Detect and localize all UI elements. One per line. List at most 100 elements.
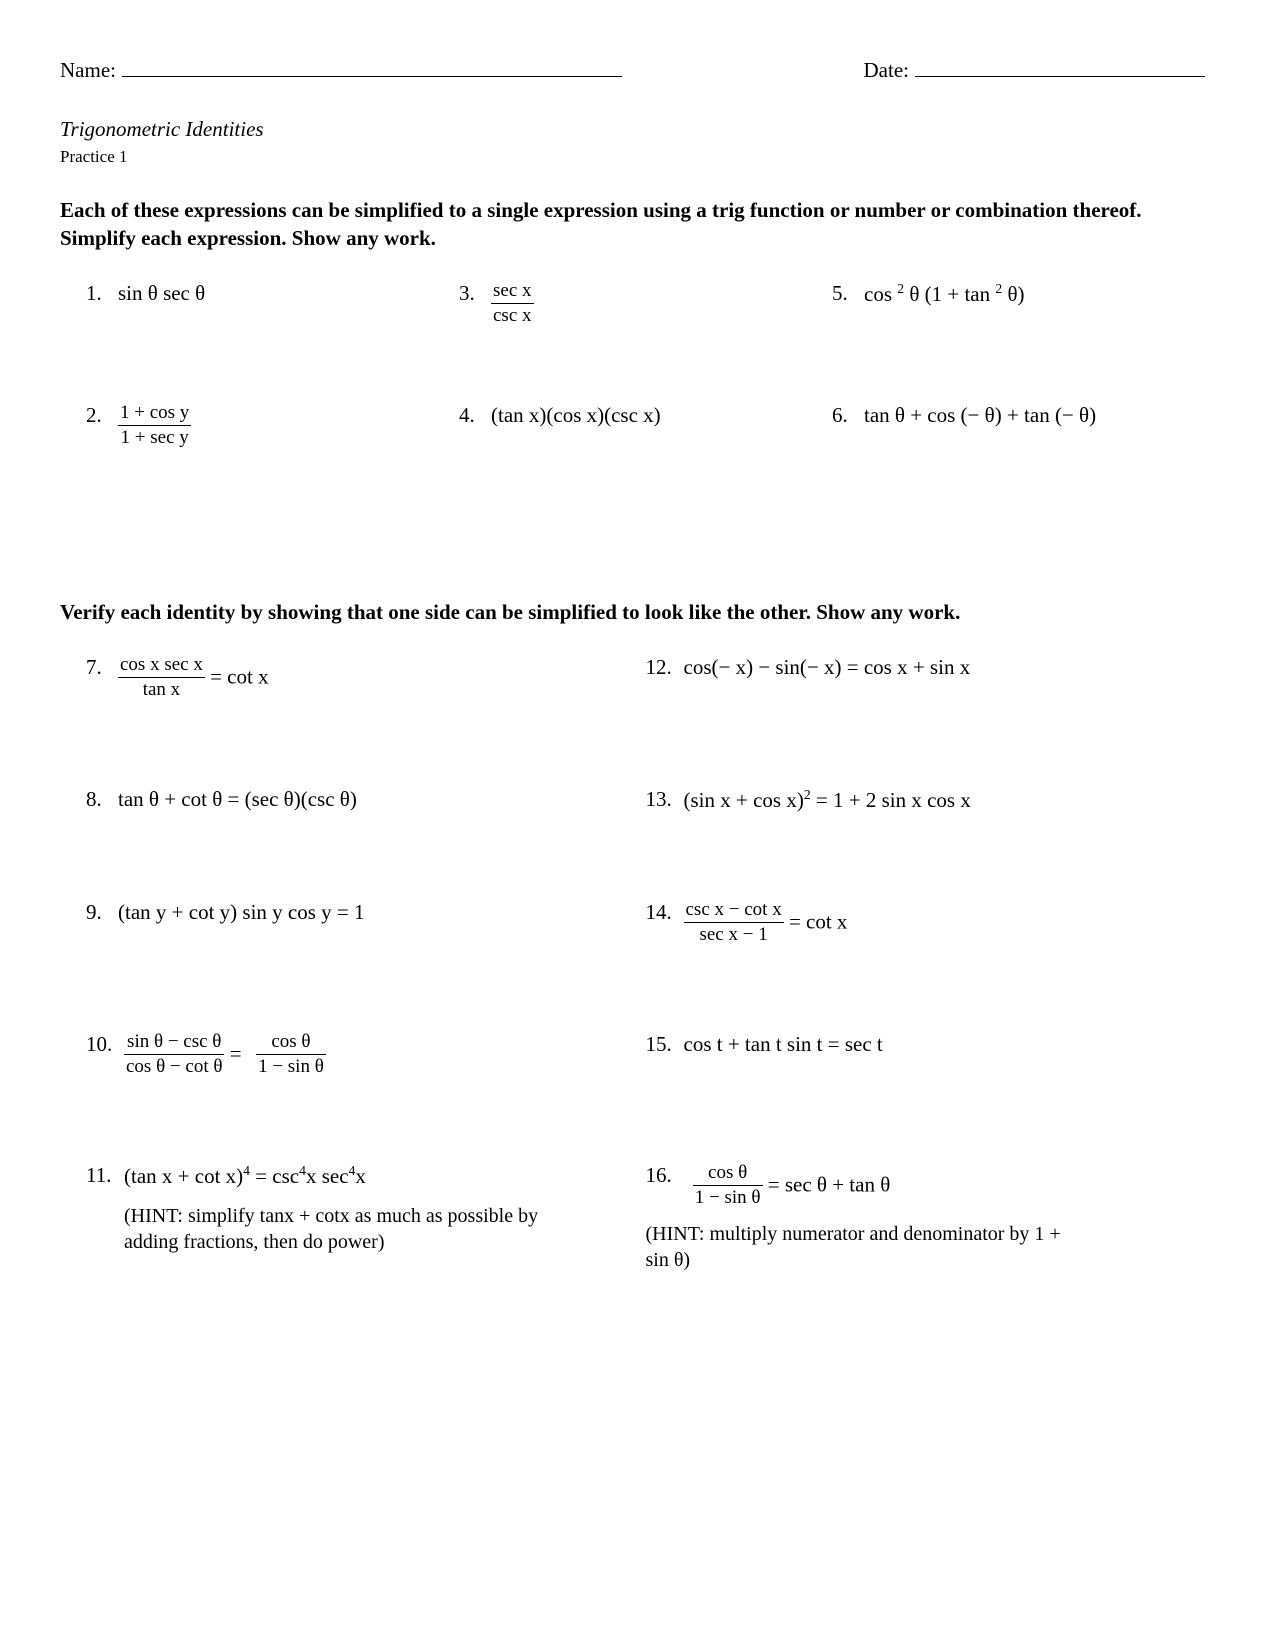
problem-4: 4. (tan x)(cos x)(csc x) xyxy=(459,402,832,449)
problem-6: 6. tan θ + cos (− θ) + tan (− θ) xyxy=(832,402,1205,449)
expr-part: (sin x + cos x) xyxy=(684,788,804,812)
problem-expression: (tan y + cot y) sin y cos y = 1 xyxy=(118,899,364,926)
problem-14: 14. csc x − cot x sec x − 1 = cot x xyxy=(646,899,1206,946)
fraction: cos θ 1 − sin θ xyxy=(256,1031,326,1078)
fraction: sin θ − csc θ cos θ − cot θ xyxy=(124,1031,224,1078)
fraction-denominator: tan x xyxy=(118,678,205,701)
problem-expression: (tan x)(cos x)(csc x) xyxy=(491,402,661,429)
expr-rhs: = cot x xyxy=(205,665,269,689)
problem-9: 9. (tan y + cot y) sin y cos y = 1 xyxy=(86,899,646,946)
problem-expression: (sin x + cos x)2 = 1 + 2 sin x cos x xyxy=(684,786,971,814)
problem-number: 6. xyxy=(832,402,864,429)
name-label: Name: xyxy=(60,57,116,84)
expr-part: = csc xyxy=(250,1164,299,1188)
problem-3: 3. sec x csc x xyxy=(459,280,832,327)
expr-part: x sec xyxy=(306,1164,349,1188)
problem-5: 5. cos 2 θ (1 + tan 2 θ) xyxy=(832,280,1205,327)
fraction-denominator: 1 − sin θ xyxy=(256,1055,326,1078)
problem-number: 16. xyxy=(646,1162,684,1189)
problem-hint: (HINT: simplify tanx + cotx as much as p… xyxy=(124,1203,544,1255)
expr-part: = 1 + 2 sin x cos x xyxy=(811,788,971,812)
problem-expression: tan θ + cot θ = (sec θ)(csc θ) xyxy=(118,786,357,813)
problem-expression: sin θ sec θ xyxy=(118,280,205,307)
problem-1: 1. sin θ sec θ xyxy=(86,280,459,327)
fraction-numerator: cos θ xyxy=(256,1031,326,1055)
expr-eq: = xyxy=(224,1041,246,1065)
expr-sup: 4 xyxy=(243,1163,250,1178)
problem-expression: tan θ + cos (− θ) + tan (− θ) xyxy=(864,402,1096,429)
problem-number: 3. xyxy=(459,280,491,307)
fraction: cos x sec x tan x xyxy=(118,654,205,701)
fraction-numerator: cos x sec x xyxy=(118,654,205,678)
fraction-denominator: cos θ − cot θ xyxy=(124,1055,224,1078)
fraction-numerator: sin θ − csc θ xyxy=(124,1031,224,1055)
problem-number: 11. xyxy=(86,1162,124,1189)
problem-15: 15. cos t + tan t sin t = sec t xyxy=(646,1031,1206,1078)
problem-expression: sin θ − csc θ cos θ − cot θ = cos θ 1 − … xyxy=(124,1031,326,1078)
problem-10: 10. sin θ − csc θ cos θ − cot θ = cos θ … xyxy=(86,1031,646,1078)
problem-expression: cos 2 θ (1 + tan 2 θ) xyxy=(864,280,1025,308)
fraction-numerator: csc x − cot x xyxy=(684,899,784,923)
fraction: csc x − cot x sec x − 1 xyxy=(684,899,784,946)
problem-number: 12. xyxy=(646,654,684,681)
fraction-numerator: sec x xyxy=(491,280,534,304)
problem-expression: cos x sec x tan x = cot x xyxy=(118,654,269,701)
problem-expression: (tan x + cot x)4 = csc4x sec4x xyxy=(124,1162,366,1190)
problem-number: 9. xyxy=(86,899,118,926)
name-field-block: Name: xyxy=(60,55,622,84)
fraction-numerator: cos θ xyxy=(693,1162,763,1186)
problem-11: 11. (tan x + cot x)4 = csc4x sec4x (HINT… xyxy=(86,1162,646,1273)
fraction: cos θ 1 − sin θ xyxy=(693,1162,763,1209)
expr-sup: 2 xyxy=(804,787,811,802)
name-blank-line[interactable] xyxy=(122,55,622,77)
fraction-numerator: 1 + cos y xyxy=(118,402,191,426)
expr-rhs: = cot x xyxy=(784,910,848,934)
problem-number: 13. xyxy=(646,786,684,813)
problem-2: 2. 1 + cos y 1 + sec y xyxy=(86,402,459,449)
problem-number: 7. xyxy=(86,654,118,681)
expr-part: (tan x + cot x) xyxy=(124,1164,243,1188)
problem-expression: 1 + cos y 1 + sec y xyxy=(118,402,191,449)
problem-number: 8. xyxy=(86,786,118,813)
fraction-denominator: 1 − sin θ xyxy=(693,1186,763,1209)
problem-hint: (HINT: multiply numerator and denominato… xyxy=(646,1221,1066,1273)
expr-part: θ) xyxy=(1002,282,1024,306)
problem-number: 10. xyxy=(86,1031,124,1058)
fraction: 1 + cos y 1 + sec y xyxy=(118,402,191,449)
problem-16: 16. cos θ 1 − sin θ = sec θ + tan θ (HIN… xyxy=(646,1162,1206,1273)
problems-verify: 7. cos x sec x tan x = cot x 12. cos(− x… xyxy=(86,654,1205,1273)
problem-13: 13. (sin x + cos x)2 = 1 + 2 sin x cos x xyxy=(646,786,1206,814)
problem-expression: cos t + tan t sin t = sec t xyxy=(684,1031,883,1058)
expr-rhs: = sec θ + tan θ xyxy=(763,1173,891,1197)
expr-part: θ (1 + tan xyxy=(904,282,995,306)
worksheet-title: Trigonometric Identities xyxy=(60,116,1205,143)
date-blank-line[interactable] xyxy=(915,55,1205,77)
problem-number: 14. xyxy=(646,899,684,926)
problem-number: 2. xyxy=(86,402,118,429)
practice-label: Practice 1 xyxy=(60,146,1205,168)
problem-7: 7. cos x sec x tan x = cot x xyxy=(86,654,646,701)
fraction-denominator: sec x − 1 xyxy=(684,923,784,946)
instructions-1: Each of these expressions can be simplif… xyxy=(60,196,1205,253)
date-label: Date: xyxy=(864,57,909,84)
header-row: Name: Date: xyxy=(60,55,1205,84)
problems-simplify: 1. sin θ sec θ 3. sec x csc x 5. cos 2 θ… xyxy=(86,280,1205,448)
problem-expression: cos(− x) − sin(− x) = cos x + sin x xyxy=(684,654,971,681)
fraction-denominator: csc x xyxy=(491,304,534,327)
expr-sup: 4 xyxy=(299,1163,306,1178)
problem-expression: cos θ 1 − sin θ = sec θ + tan θ xyxy=(684,1162,891,1209)
problem-number: 1. xyxy=(86,280,118,307)
problem-expression: csc x − cot x sec x − 1 = cot x xyxy=(684,899,848,946)
problem-expression: sec x csc x xyxy=(491,280,534,327)
fraction-denominator: 1 + sec y xyxy=(118,426,191,449)
problem-number: 5. xyxy=(832,280,864,307)
expr-part: x xyxy=(355,1164,366,1188)
instructions-2: Verify each identity by showing that one… xyxy=(60,599,1205,626)
problem-12: 12. cos(− x) − sin(− x) = cos x + sin x xyxy=(646,654,1206,701)
expr-part: cos xyxy=(864,282,897,306)
problem-number: 4. xyxy=(459,402,491,429)
problem-8: 8. tan θ + cot θ = (sec θ)(csc θ) xyxy=(86,786,646,814)
fraction: sec x csc x xyxy=(491,280,534,327)
date-field-block: Date: xyxy=(864,55,1205,84)
problem-number: 15. xyxy=(646,1031,684,1058)
